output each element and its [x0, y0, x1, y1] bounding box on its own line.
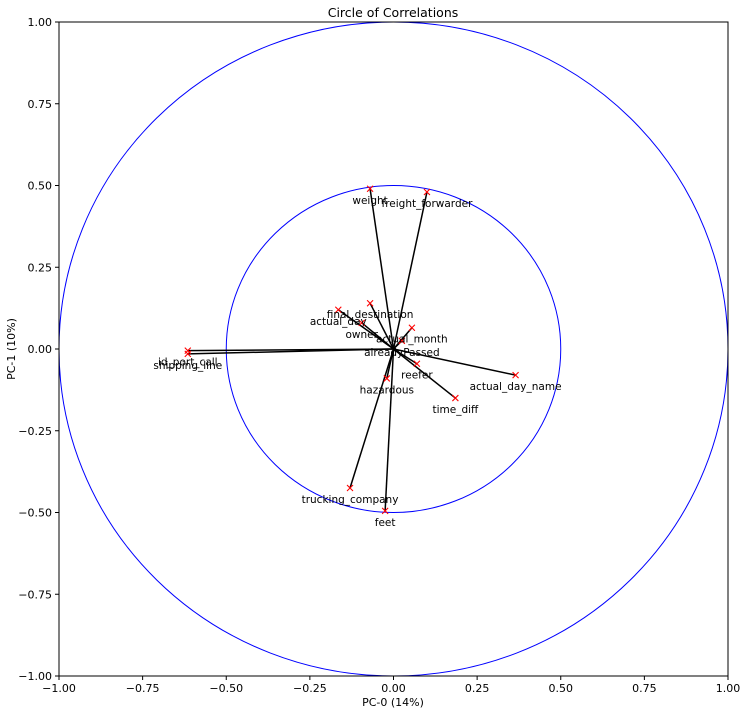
point-label-reefer: reefer	[401, 370, 433, 382]
x-tick-label: 0.75	[632, 682, 657, 695]
vector-feet	[384, 348, 395, 511]
marker-alreadyPassed	[398, 337, 406, 345]
vector-owner	[361, 322, 394, 350]
y-tick-label: −0.25	[18, 425, 52, 438]
marker-time-diff	[451, 394, 459, 402]
marker-reefer	[413, 360, 421, 368]
vector-trucking-company	[349, 348, 395, 489]
y-tick-label: −0.75	[18, 588, 52, 601]
y-tick-label: −1.00	[18, 670, 52, 683]
point-label-feet: feet	[375, 517, 396, 529]
marker-actual-month	[408, 324, 416, 332]
vector-actual-day-name	[393, 348, 516, 376]
x-tick-label: −0.50	[209, 682, 243, 695]
x-tick-label: 0.25	[465, 682, 490, 695]
marker-actual-day-name	[512, 371, 519, 379]
point-label-weight: weight	[352, 195, 387, 207]
x-tick-label: −0.25	[293, 682, 327, 695]
y-axis-label: PC-1 (10%)	[5, 318, 18, 380]
y-tick-label: 0.00	[28, 343, 53, 356]
point-label-hazardous: hazardous	[360, 384, 414, 396]
x-tick-label: −0.75	[126, 682, 160, 695]
y-tick-label: 0.50	[28, 180, 53, 193]
marker-weight	[366, 185, 374, 193]
x-tick-label: 1.00	[716, 682, 741, 695]
vector-shipping-line	[187, 348, 394, 355]
marker-hazardous	[383, 375, 391, 382]
point-label-shipping-line: shipping_line	[153, 360, 222, 372]
point-label-final-destination: final_destination	[327, 309, 414, 321]
vector-weight	[369, 188, 395, 350]
point-label-actual-day-name: actual_day_name	[470, 381, 562, 393]
vector-time-diff	[393, 348, 456, 399]
x-tick-label: −1.00	[42, 682, 76, 695]
y-tick-label: 0.25	[28, 261, 53, 274]
point-label-time-diff: time_diff	[432, 404, 479, 416]
marker-trucking-company	[346, 484, 354, 492]
vector-freight-forwarder	[392, 191, 428, 350]
marker-feet	[381, 507, 389, 515]
vector-actual-day	[337, 309, 394, 350]
point-label-trucking-company: trucking_company	[302, 494, 399, 506]
point-label-owner: owner	[345, 329, 378, 341]
point-label-actual-day: actual_day	[310, 316, 367, 328]
y-tick-label: 0.75	[28, 98, 53, 111]
marker-shipping-line	[184, 350, 192, 358]
x-tick-label: 0.50	[549, 682, 574, 695]
marker-owner	[358, 319, 366, 327]
correlation-circle-2	[225, 185, 562, 513]
vector-final-destination	[369, 302, 395, 350]
marker-final-destination	[366, 299, 374, 307]
marker-freight-forwarder	[423, 188, 431, 196]
marker-actual-day	[334, 306, 342, 314]
chart-title: Circle of Correlations	[328, 5, 459, 20]
point-label-alreadyPassed: alreadyPassed	[364, 347, 440, 359]
point-label-id-port-call: id_port_call	[158, 357, 218, 369]
point-label-freight-forwarder: freight_forwarder	[382, 198, 474, 210]
point-label-actual-month: actual_month	[376, 334, 448, 346]
y-tick-label: 1.00	[28, 16, 53, 29]
x-tick-label: 0.00	[381, 682, 406, 695]
y-tick-label: −0.50	[18, 507, 52, 520]
x-axis-label: PC-0 (14%)	[362, 696, 424, 709]
